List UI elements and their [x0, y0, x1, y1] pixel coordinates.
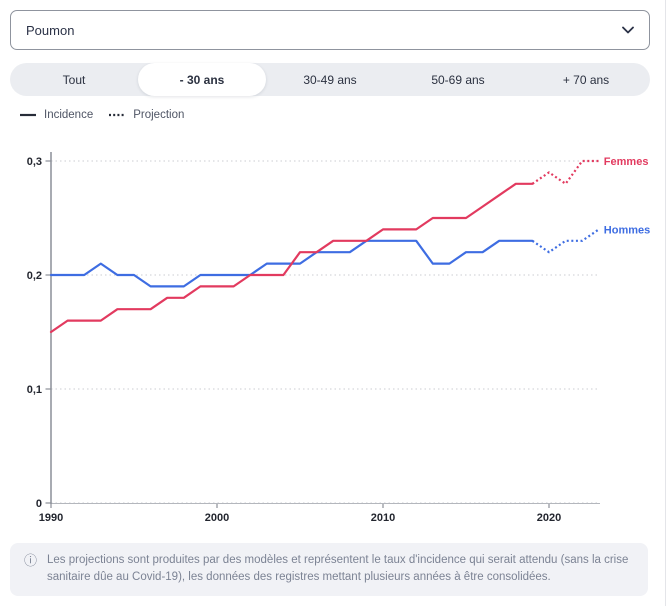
legend-label-projection: Projection	[133, 109, 185, 121]
info-icon: ⓘ	[24, 553, 38, 568]
tab-50-69[interactable]: 50-69 ans	[431, 72, 485, 87]
y-tick-label: 0,2	[27, 270, 42, 282]
incidence-line-chart[interactable]: 0 0,1 0,2 0,3 1990 2000 2010 2020 Hommes Femmes	[0, 140, 672, 540]
x-tick-label: 1990	[39, 512, 63, 524]
solid-line-icon	[20, 113, 36, 117]
projection-footnote: ⓘ Les projections sont produites par des…	[10, 543, 648, 596]
panel-right-border	[665, 0, 666, 606]
tab-plus-70[interactable]: + 70 ans	[562, 72, 610, 87]
incidence-line-femmes	[49, 182, 534, 334]
chart-legend: Incidence Projection	[20, 109, 184, 121]
y-tick-label: 0,3	[27, 156, 42, 168]
tab-30-49[interactable]: 30-49 ans	[303, 72, 357, 87]
chevron-down-icon	[622, 26, 634, 34]
dotted-line-icon	[109, 113, 126, 117]
series-end-label-femmes: Femmes	[604, 156, 649, 168]
series-end-label-hommes: Hommes	[604, 224, 650, 236]
projection-line-femmes	[531, 159, 599, 185]
tab-tout[interactable]: Tout	[62, 72, 86, 87]
x-tick-label: 2000	[205, 512, 229, 524]
tab-moins-30[interactable]: - 30 ans	[138, 63, 266, 96]
projection-line-hommes	[531, 228, 600, 254]
y-tick-label: 0,1	[27, 384, 42, 396]
legend-label-incidence: Incidence	[44, 109, 94, 121]
cancer-type-value: Poumon	[26, 22, 75, 38]
age-band-tabs: Tout - 30 ans 30-49 ans 50-69 ans + 70 a…	[10, 63, 650, 96]
footnote-text: Les projections sont produites par des m…	[47, 554, 629, 584]
x-tick-label: 2010	[371, 512, 395, 524]
cancer-type-select[interactable]: Poumon	[10, 10, 650, 50]
x-tick-label: 2020	[537, 512, 561, 524]
y-tick-label: 0	[36, 498, 42, 510]
legend-item-projection: Projection	[109, 109, 184, 121]
legend-item-incidence: Incidence	[20, 109, 93, 121]
